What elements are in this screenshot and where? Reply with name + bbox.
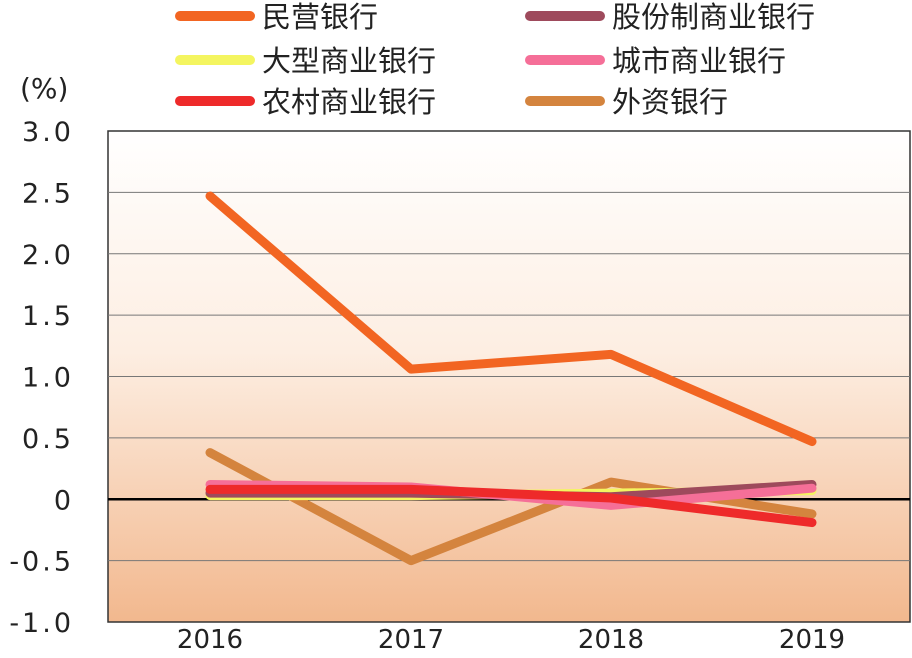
legend-label: 股份制商业银行 bbox=[612, 0, 815, 34]
y-tick-label: 3.0 bbox=[22, 117, 74, 148]
series-line bbox=[205, 191, 817, 447]
series-lines bbox=[205, 191, 817, 566]
y-tick-label: 2.0 bbox=[22, 240, 74, 271]
y-tick-label: 0 bbox=[54, 485, 74, 516]
y-tick-label: 2.5 bbox=[22, 178, 74, 209]
legend-label: 城市商业银行 bbox=[612, 44, 786, 78]
y-ticks: 3.0 2.5 2.0 1.5 1.0 0.5 0 -0.5 -1.0 bbox=[9, 117, 74, 639]
y-tick-label: 1.0 bbox=[22, 363, 74, 394]
legend-label: 大型商业银行 bbox=[262, 44, 436, 78]
y-axis-label: (%) bbox=[20, 72, 68, 105]
legend-label: 民营银行 bbox=[262, 0, 378, 34]
y-tick-label: -0.5 bbox=[9, 547, 74, 578]
y-tick-label: -1.0 bbox=[9, 608, 74, 639]
series-line bbox=[205, 484, 817, 528]
y-tick-label: 1.5 bbox=[22, 301, 74, 332]
x-tick-label: 2016 bbox=[177, 625, 243, 654]
x-tick-label: 2018 bbox=[578, 625, 644, 654]
y-tick-label: 0.5 bbox=[22, 424, 74, 455]
x-tick-label: 2017 bbox=[378, 625, 444, 654]
legend-label: 农村商业银行 bbox=[262, 85, 436, 119]
legend-label: 外资银行 bbox=[612, 85, 728, 119]
x-ticks: 2016 2017 2018 2019 bbox=[177, 625, 845, 655]
x-tick-label: 2019 bbox=[779, 625, 845, 654]
